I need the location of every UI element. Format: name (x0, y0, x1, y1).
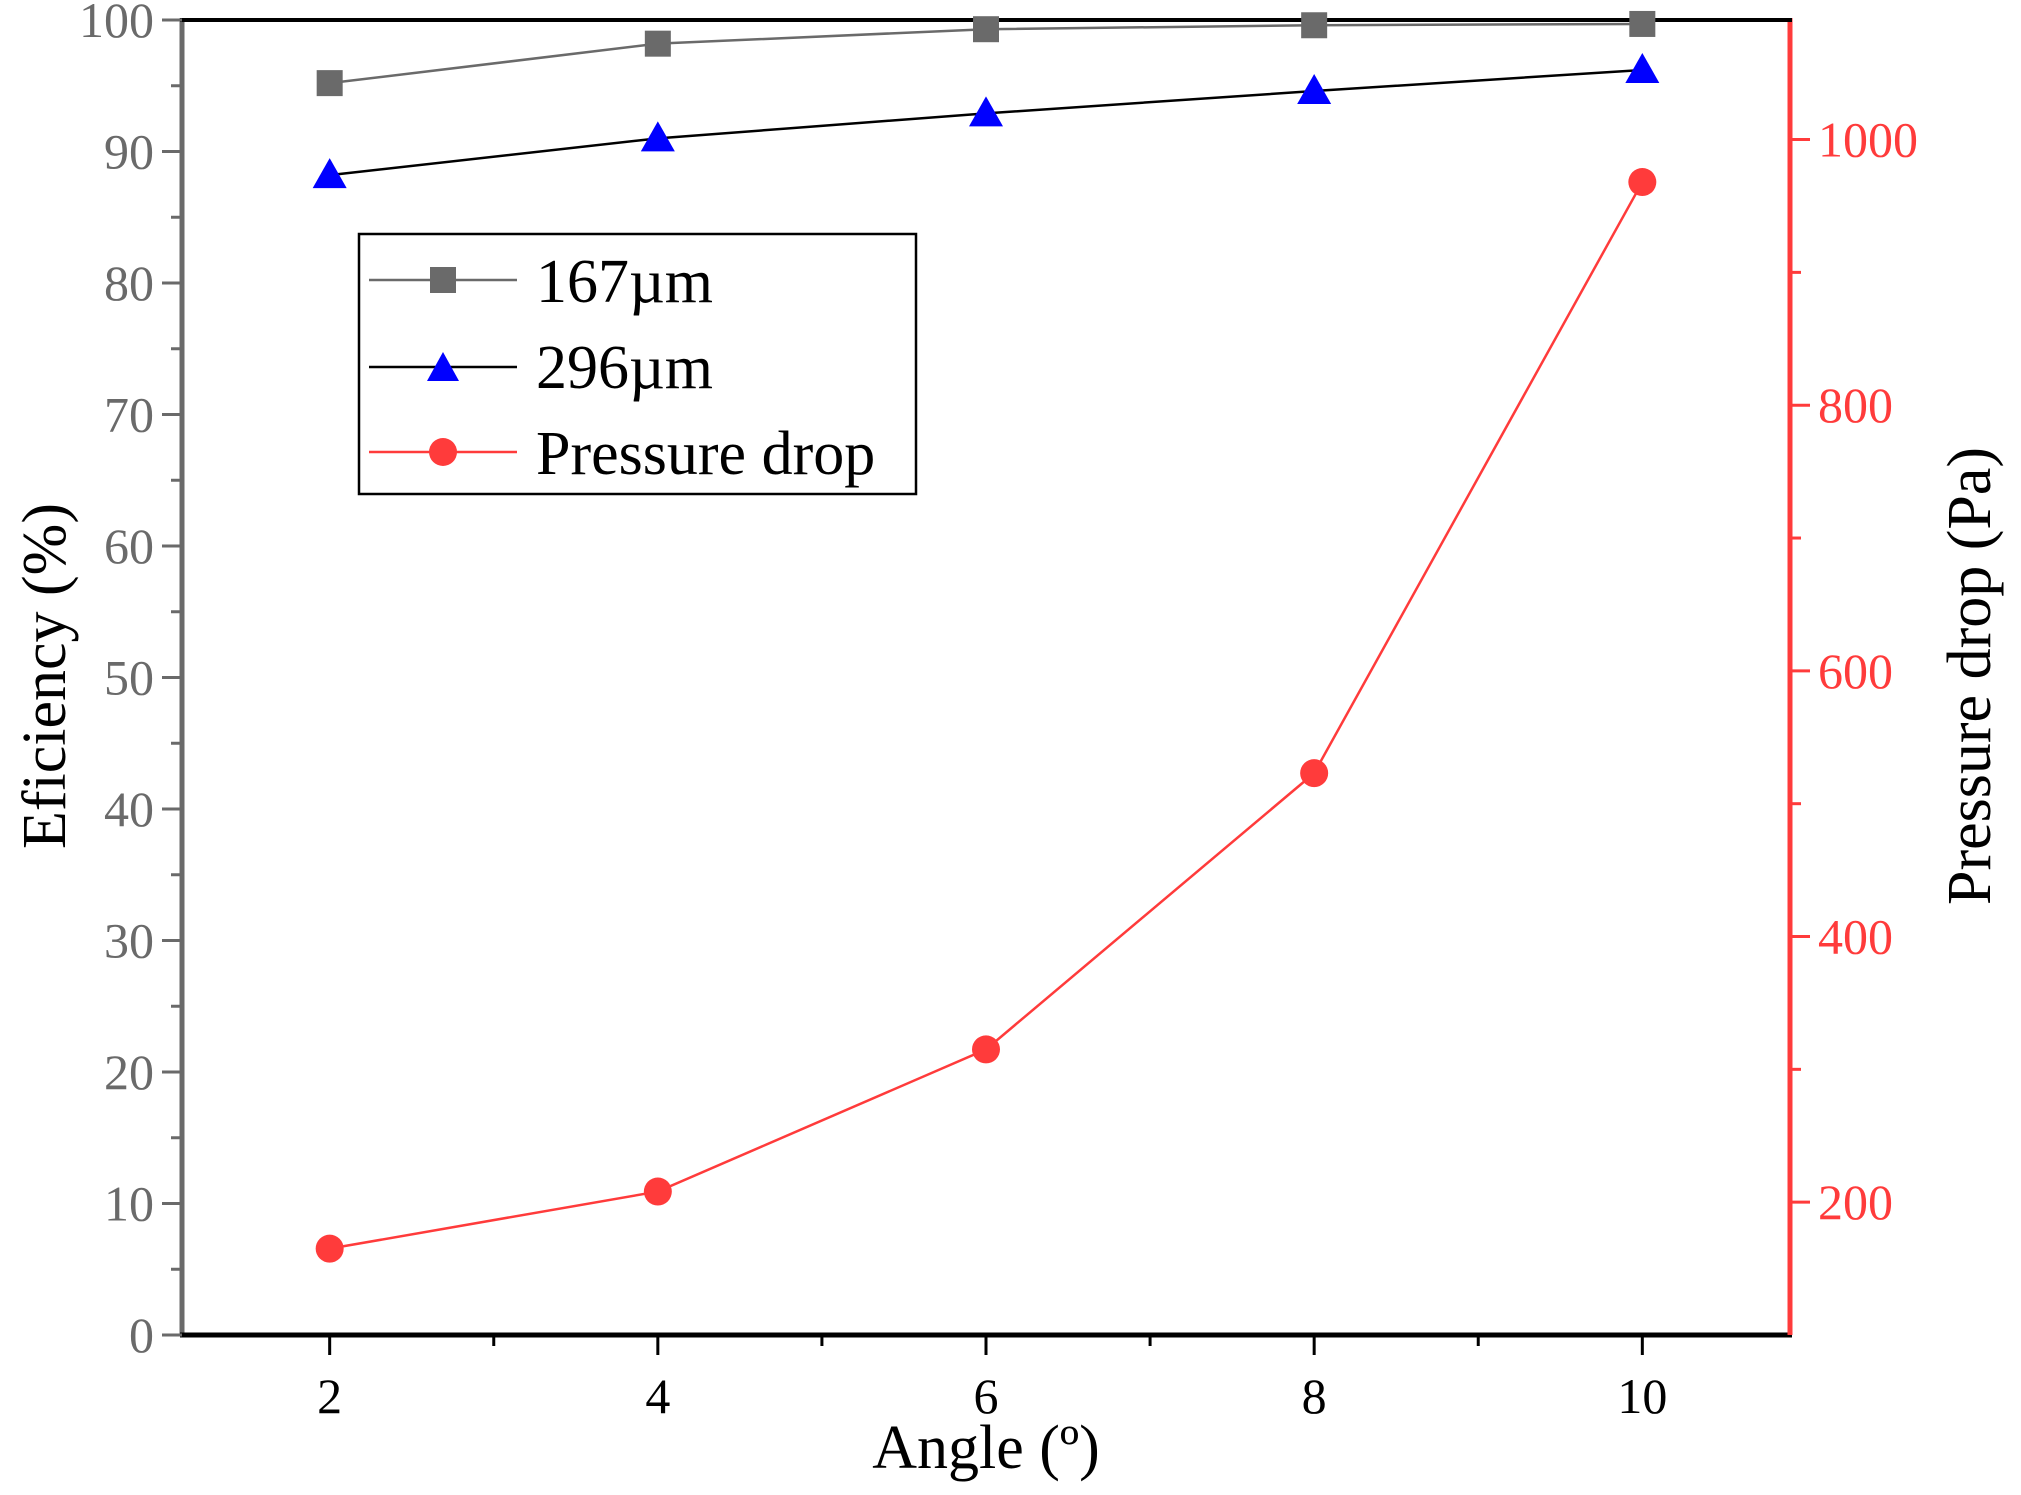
left-y-tick-label: 50 (104, 650, 154, 706)
x-tick-label: 2 (317, 1368, 342, 1424)
right-y-tick-label: 400 (1818, 909, 1893, 965)
legend-item-296um: 296µm (369, 334, 713, 402)
point-296um (312, 158, 347, 189)
right-y-tick-label: 1000 (1818, 112, 1918, 168)
right-y-tick-label: 600 (1818, 643, 1893, 699)
point-167um (644, 30, 671, 57)
left-y-tick-label: 40 (104, 781, 154, 837)
legend-marker-square (430, 267, 456, 293)
x-tick-label: 6 (974, 1368, 999, 1424)
x-tick-label: 8 (1302, 1368, 1327, 1424)
x-tick-label: 10 (1617, 1368, 1667, 1424)
left-y-axis-label: Eficiency (%) (11, 503, 79, 849)
legend-label-296um: 296µm (536, 334, 713, 402)
x-ticks: 2 4 6 8 10 (317, 1335, 1667, 1424)
x-tick-label: 4 (645, 1368, 670, 1424)
left-y-tick-label: 60 (104, 518, 154, 574)
left-y-tick-label: 0 (129, 1307, 154, 1363)
left-y-tick-label: 100 (79, 0, 154, 48)
right-y-axis-label: Pressure drop (Pa) (1936, 447, 2004, 905)
series-markers (312, 10, 1660, 1263)
point-167um (1629, 10, 1656, 37)
right-y-tick-label: 800 (1818, 377, 1893, 433)
series-lines (329, 22, 1644, 1250)
legend: 167µm 296µm Pressure drop (357, 232, 918, 496)
legend-item-pressure-drop: Pressure drop (369, 420, 875, 488)
point-167um (973, 16, 999, 43)
point-296um (640, 121, 675, 152)
point-pressure-drop (643, 1177, 672, 1206)
legend-item-167um: 167µm (369, 248, 713, 316)
legend-label-pressure-drop: Pressure drop (536, 420, 875, 488)
legend-marker-circle (429, 438, 457, 466)
point-167um (316, 70, 343, 97)
legend-label-167um: 167µm (536, 248, 713, 316)
right-y-ticks: 200 400 600 800 1000 (1790, 112, 1918, 1230)
point-pressure-drop (1628, 168, 1657, 197)
point-pressure-drop (1300, 759, 1329, 788)
point-pressure-drop (972, 1035, 1000, 1064)
point-296um (1625, 52, 1660, 83)
legend-marker-triangle (427, 352, 459, 381)
left-y-tick-label: 30 (104, 913, 154, 969)
right-y-tick-label: 200 (1818, 1174, 1893, 1230)
left-y-ticks: 0 10 20 30 40 50 60 70 80 90 100 (79, 0, 182, 1363)
point-296um (969, 96, 1003, 127)
left-y-tick-label: 80 (104, 255, 154, 311)
left-y-tick-label: 90 (104, 124, 154, 180)
point-167um (1301, 12, 1328, 39)
point-pressure-drop (315, 1234, 344, 1263)
left-y-tick-label: 10 (104, 1176, 154, 1232)
point-296um (1297, 74, 1332, 105)
left-y-tick-label: 70 (104, 387, 154, 443)
left-y-tick-label: 20 (104, 1044, 154, 1100)
x-axis-label: Angle (º) (872, 1414, 1100, 1482)
